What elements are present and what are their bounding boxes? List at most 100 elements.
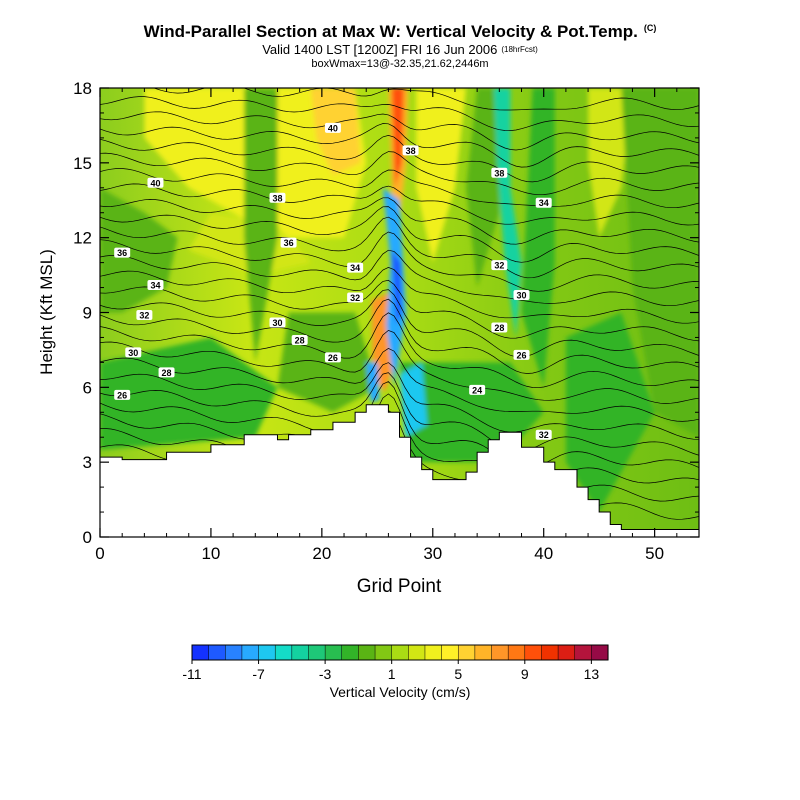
patch-cyan-low [399, 362, 428, 438]
contour-label-bg [147, 280, 164, 291]
colorbar-swatch [358, 644, 376, 661]
x-tick-label: 40 [534, 544, 553, 563]
terrain-mask [100, 404, 699, 537]
contour-label-bg [491, 260, 508, 271]
patch-green-right [621, 88, 699, 438]
patch-updraft-core [391, 88, 404, 188]
isentrope-line [100, 197, 699, 245]
colorbar-swatch [524, 644, 542, 661]
isentrope-line [100, 168, 699, 209]
contour-label: 40 [147, 177, 164, 188]
isentrope-line [100, 347, 699, 422]
title-mark: (C) [643, 23, 657, 33]
contour-label-text: 32 [539, 430, 549, 440]
patch-green-stripe3 [521, 88, 555, 388]
chart-title: Wind-Parallel Section at Max W: Vertical… [0, 22, 800, 42]
isentrope-line [100, 151, 699, 196]
colorbar-swatch [374, 644, 393, 661]
colorbar-tick-label: -11 [182, 666, 201, 682]
colorbar-tick-label: -7 [252, 666, 265, 682]
contour-label-text: 24 [472, 385, 482, 395]
colorbar-swatch [491, 644, 509, 661]
patch-green-lower-right [565, 312, 655, 513]
contour-label-bg [324, 352, 341, 363]
contour-label-bg [158, 367, 175, 378]
patch-downdraft-low [366, 362, 380, 403]
isentrope-line [100, 329, 699, 404]
patch-warm-center [416, 88, 467, 263]
colorbar-swatch [391, 644, 409, 661]
y-axis-label: Height (Kft MSL) [37, 249, 56, 375]
x-tick-label: 30 [423, 544, 442, 563]
contour-label: 38 [269, 192, 286, 203]
isentrope-line [153, 88, 699, 111]
contour-label-text: 36 [117, 248, 127, 258]
colorbar-tick-label: 1 [388, 666, 396, 682]
colorbar-swatch [457, 644, 476, 661]
contour-label-bg [147, 177, 164, 188]
colorbar-swatch [274, 644, 293, 661]
isentrope-line [100, 123, 699, 168]
x-tick-label: 0 [95, 544, 104, 563]
colorbar-swatch [408, 644, 426, 661]
colorbar-swatch [241, 644, 260, 661]
isentrope-line [100, 372, 699, 456]
contour-label-text: 36 [284, 238, 294, 248]
colorbar-tick-label: 9 [521, 666, 529, 682]
contour-label-bg [469, 384, 486, 395]
contour-label-text: 38 [494, 168, 504, 178]
contour-label-bg [535, 429, 552, 440]
contour-label-text: 34 [150, 281, 160, 291]
contour-label-text: 28 [295, 335, 305, 345]
isentrope-line [100, 216, 699, 279]
contour-label-text: 26 [517, 350, 527, 360]
colorbar-swatch [324, 644, 343, 661]
isentrope-line [100, 289, 699, 358]
contour-label-text: 40 [328, 123, 338, 133]
contour-label-text: 26 [328, 353, 338, 363]
contour-label-bg [324, 122, 341, 133]
colorbar-swatch [341, 644, 359, 661]
contour-label-bg [513, 349, 530, 360]
patch-downdraft-core [391, 250, 402, 325]
colorbar-swatch [474, 644, 493, 661]
contour-label: 28 [491, 322, 508, 333]
isentrope-line [100, 249, 699, 307]
y-tick-label: 9 [83, 304, 92, 323]
patch-cyan-right [493, 88, 522, 338]
y-tick-label: 6 [83, 378, 92, 397]
isentrope-line [100, 362, 699, 440]
patch-warm-right [588, 88, 633, 238]
contour-label-bg [269, 317, 286, 328]
x-axis-label: Grid Point [357, 576, 442, 597]
contour-label: 28 [158, 367, 175, 378]
field-patches [100, 88, 699, 513]
contour-label-bg [136, 309, 153, 320]
colorbar-swatch [291, 644, 310, 661]
y-tick-label: 0 [83, 528, 92, 547]
contour-label-bg [125, 347, 142, 358]
contour-label-text: 38 [272, 193, 282, 203]
contour-label: 28 [291, 334, 308, 345]
colorbar-swatch [208, 644, 226, 661]
contour-label-text: 32 [350, 293, 360, 303]
chart-title-text: Wind-Parallel Section at Max W: Vertical… [143, 22, 638, 41]
contour-label-text: 32 [494, 261, 504, 271]
patch-green-stripe2 [466, 88, 500, 288]
colorbar-frame [191, 644, 609, 661]
colorbar-swatch [258, 644, 276, 661]
isentrope-line [100, 111, 699, 151]
contour-label: 26 [114, 389, 131, 400]
contour-label-text: 34 [350, 263, 360, 273]
contour-label: 36 [280, 237, 297, 248]
contour-label: 26 [324, 352, 341, 363]
contour-label-bg [513, 290, 530, 301]
contour-label-text: 26 [117, 390, 127, 400]
colorbar-swatch [191, 644, 210, 661]
y-tick-label: 18 [73, 79, 92, 98]
colorbar-label: Vertical Velocity (cm/s) [329, 684, 471, 700]
contour-label: 24 [469, 384, 486, 395]
contour-label-text: 28 [494, 323, 504, 333]
